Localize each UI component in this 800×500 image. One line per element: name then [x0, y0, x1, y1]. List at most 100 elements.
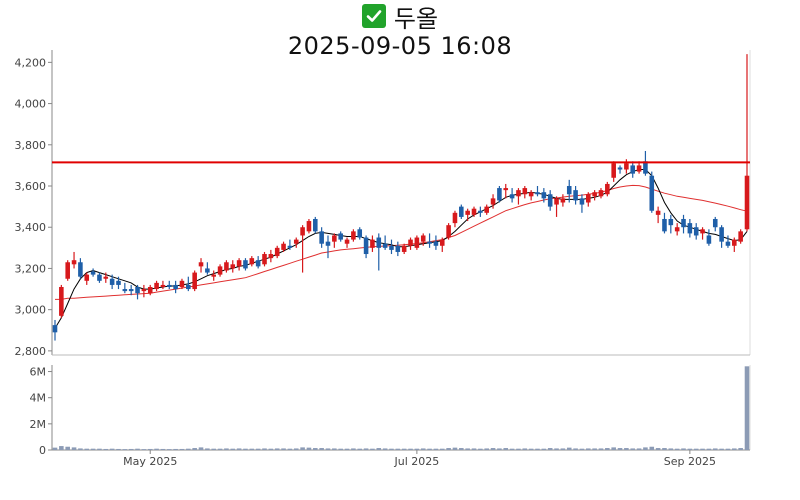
candle [71, 251, 77, 269]
title-row: 두올 [0, 0, 800, 33]
volume-bar [439, 448, 445, 450]
candle [547, 190, 553, 211]
candle-body [655, 210, 661, 215]
candle-body [128, 289, 134, 292]
candle [306, 218, 312, 234]
volume-bar [598, 448, 604, 450]
volume-bar [624, 448, 629, 450]
candle-body [186, 284, 191, 290]
volume-bar [465, 448, 470, 450]
candle [344, 237, 350, 248]
candle-body [541, 192, 547, 199]
price-tick-label: 3,000 [15, 304, 47, 317]
volume-axis: 0 2M 4M 6M [30, 365, 751, 457]
volume-bar [643, 447, 648, 450]
candle [712, 216, 718, 232]
candle-body [459, 206, 464, 217]
volume-bar [579, 448, 585, 450]
price-tick-label: 2,800 [15, 345, 47, 358]
candle [414, 235, 420, 250]
candle-body [173, 284, 178, 290]
volume-bar [611, 447, 616, 450]
candle-body [478, 210, 483, 213]
candle [484, 204, 489, 215]
volume-bar [325, 448, 331, 450]
candle-body [84, 274, 90, 281]
volume-bar [313, 448, 318, 450]
volume-bar [224, 448, 229, 450]
candle [262, 251, 267, 267]
candle [674, 223, 680, 236]
volume-tick-label: 0 [39, 444, 46, 457]
price-tick-label: 4,000 [15, 98, 47, 111]
volume-bar [433, 448, 439, 450]
candle-body [205, 268, 210, 273]
candle [395, 241, 401, 257]
candle [128, 284, 134, 296]
volume-bar [154, 448, 159, 450]
candle-body [547, 194, 553, 207]
price-tick-label: 4,200 [15, 56, 47, 69]
candle-body [465, 210, 470, 215]
candle-body [224, 262, 229, 271]
candle [300, 225, 305, 273]
volume-bar [262, 448, 267, 450]
candle-body [719, 227, 724, 242]
candle [490, 194, 496, 209]
candle-body [414, 237, 420, 248]
candle [281, 241, 286, 252]
candle-body [605, 183, 610, 195]
candle [211, 270, 217, 281]
candle-body [446, 225, 451, 238]
candle [522, 186, 528, 199]
candle-body [370, 239, 375, 248]
candle-body [135, 286, 140, 294]
candle [459, 204, 464, 219]
candle [744, 54, 750, 232]
candle-body [211, 274, 217, 277]
candle-body [662, 218, 667, 232]
volume-bar [535, 448, 540, 450]
candle-body [484, 206, 489, 213]
candle [90, 268, 96, 277]
candle-body [490, 198, 496, 205]
volume-bar [147, 448, 153, 450]
volume-bar [566, 447, 572, 450]
candle [274, 245, 280, 259]
x-tick-label: Sep 2025 [664, 455, 716, 468]
candle-body [401, 245, 407, 252]
volume-bar [560, 448, 566, 450]
volume-bars [52, 366, 750, 450]
candle-body [528, 192, 534, 197]
volume-bar [249, 448, 255, 450]
candle-body [338, 233, 343, 240]
candle-body [732, 239, 737, 246]
candle [585, 192, 591, 207]
candle [471, 206, 477, 217]
volume-bar [65, 446, 70, 450]
candle [427, 233, 432, 248]
volume-bar [338, 448, 343, 450]
volume-bar [516, 448, 521, 450]
candle [700, 227, 705, 240]
candle-body [630, 165, 636, 174]
volume-bar [655, 448, 661, 450]
candle [351, 229, 356, 242]
candle [268, 249, 274, 263]
volume-bar [370, 448, 375, 450]
candle [649, 171, 655, 213]
candle [363, 235, 369, 259]
candle [97, 272, 102, 283]
volume-bar [59, 446, 64, 450]
candle [719, 225, 724, 248]
price-tick-label: 3,200 [15, 262, 47, 275]
candle [592, 190, 597, 201]
volume-bar [420, 448, 426, 450]
candle-body [497, 188, 502, 201]
volume-bar [173, 448, 178, 450]
candle-body [700, 229, 705, 234]
candle-body [611, 163, 616, 178]
candle-body [78, 262, 83, 277]
candle [173, 280, 178, 294]
candle-body [452, 212, 458, 224]
